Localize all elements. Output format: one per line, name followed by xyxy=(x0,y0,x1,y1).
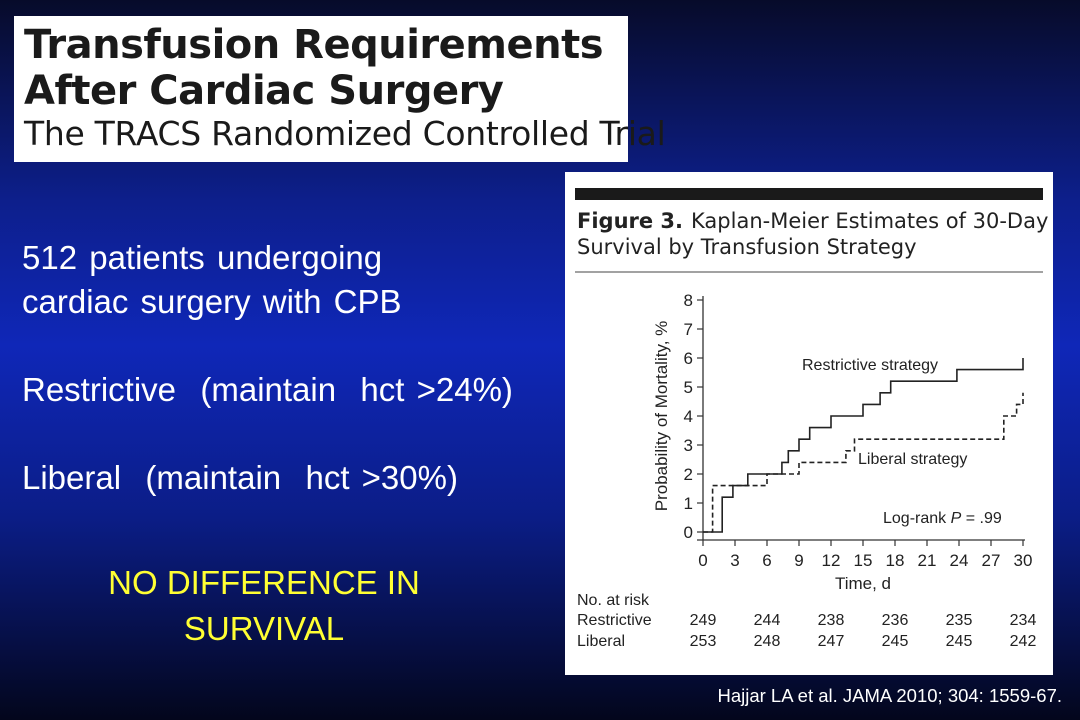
figure-label: Figure 3. xyxy=(577,209,683,233)
y-tick-label: 4 xyxy=(684,407,693,426)
figure-caption-line-2: Survival by Transfusion Strategy xyxy=(577,235,917,259)
x-tick-label: 9 xyxy=(794,551,803,570)
summary-text: 512 patients undergoing cardiac surgery … xyxy=(22,236,552,544)
y-tick-label: 0 xyxy=(684,523,693,542)
risk-value: 236 xyxy=(882,612,909,629)
risk-value: 234 xyxy=(1010,612,1037,629)
risk-value: 242 xyxy=(1010,633,1037,650)
risk-value: 244 xyxy=(754,612,781,629)
risk-value: 235 xyxy=(946,612,973,629)
y-tick-label: 1 xyxy=(684,494,693,513)
risk-table-values: 249 244 238 236 235 234 253 248 247 245 245 242 xyxy=(690,612,1037,650)
conclusion-text: NO DIFFERENCE IN SURVIVAL xyxy=(40,560,488,652)
title-line-3: The TRACS Randomized Controlled Trial xyxy=(24,114,666,153)
y-tick-label: 6 xyxy=(684,349,693,368)
title-line-1: Transfusion Requirements xyxy=(24,22,604,68)
logrank-prefix: Log-rank xyxy=(883,510,951,527)
y-tick-label: 7 xyxy=(684,320,693,339)
restrictive-series-line xyxy=(703,358,1024,533)
x-tick-label: 6 xyxy=(762,551,771,570)
risk-value: 249 xyxy=(690,612,717,629)
y-tick-label: 2 xyxy=(684,465,693,484)
x-tick-label: 15 xyxy=(854,551,873,570)
x-tick-label: 0 xyxy=(698,551,707,570)
risk-row-liberal-label: Liberal xyxy=(577,633,625,650)
y-tick-label: 3 xyxy=(684,436,693,455)
title-line-2: After Cardiac Surgery xyxy=(24,68,504,114)
liberal-arm: Liberal (maintain hct >30%) xyxy=(22,459,458,496)
chart-series xyxy=(703,358,1024,533)
citation: Hajjar LA et al. JAMA 2010; 304: 1559-67… xyxy=(717,685,1062,706)
risk-value: 253 xyxy=(690,633,717,650)
x-tick-label: 27 xyxy=(982,551,1001,570)
figure-caption-line-1: Figure 3. Kaplan-Meier Estimates of 30-Da… xyxy=(577,209,1048,233)
y-tick-label: 5 xyxy=(684,378,693,397)
patients-statement: 512 patients undergoing cardiac surgery … xyxy=(22,236,552,324)
x-tick-label: 24 xyxy=(950,551,969,570)
risk-table-header: No. at risk xyxy=(577,592,650,609)
y-tick-label: 8 xyxy=(684,291,693,310)
kaplan-meier-chart: Figure 3. Kaplan-Meier Estimates of 30-Da… xyxy=(575,188,1048,650)
figure-top-rule xyxy=(575,188,1043,200)
risk-value: 248 xyxy=(754,633,781,650)
liberal-series-line xyxy=(703,392,1024,533)
x-tick-label: 3 xyxy=(730,551,739,570)
x-tick-label: 18 xyxy=(886,551,905,570)
patients-line-2: cardiac surgery with CPB xyxy=(22,283,402,320)
x-axis-label: Time, d xyxy=(835,574,891,593)
risk-row-restrictive-label: Restrictive xyxy=(577,612,652,629)
logrank-annotation: Log-rank P = .99 xyxy=(883,510,1002,527)
kaplan-meier-figure: Figure 3. Kaplan-Meier Estimates of 30-Da… xyxy=(565,172,1053,675)
x-tick-label: 12 xyxy=(822,551,841,570)
restrictive-arm: Restrictive (maintain hct >24%) xyxy=(22,371,513,408)
legend-liberal-label: Liberal strategy xyxy=(858,451,967,468)
y-axis-label: Probability of Mortality, % xyxy=(652,321,671,512)
logrank-p-symbol: P xyxy=(951,510,962,527)
risk-value: 245 xyxy=(882,633,909,650)
conclusion-line-2: SURVIVAL xyxy=(183,610,345,647)
risk-value: 247 xyxy=(818,633,845,650)
logrank-value: = .99 xyxy=(961,510,1002,527)
legend-restrictive-label: Restrictive strategy xyxy=(802,357,938,374)
conclusion-line-1: NO DIFFERENCE IN xyxy=(108,564,420,601)
risk-value: 238 xyxy=(818,612,845,629)
article-title-banner: Transfusion Requirements After Cardiac S… xyxy=(14,16,666,162)
x-tick-label: 21 xyxy=(918,551,937,570)
patients-line-1: 512 patients undergoing xyxy=(22,239,383,276)
risk-value: 245 xyxy=(946,633,973,650)
x-tick-label: 30 xyxy=(1014,551,1033,570)
figure-caption-text: Kaplan-Meier Estimates of 30-Day xyxy=(691,209,1048,233)
